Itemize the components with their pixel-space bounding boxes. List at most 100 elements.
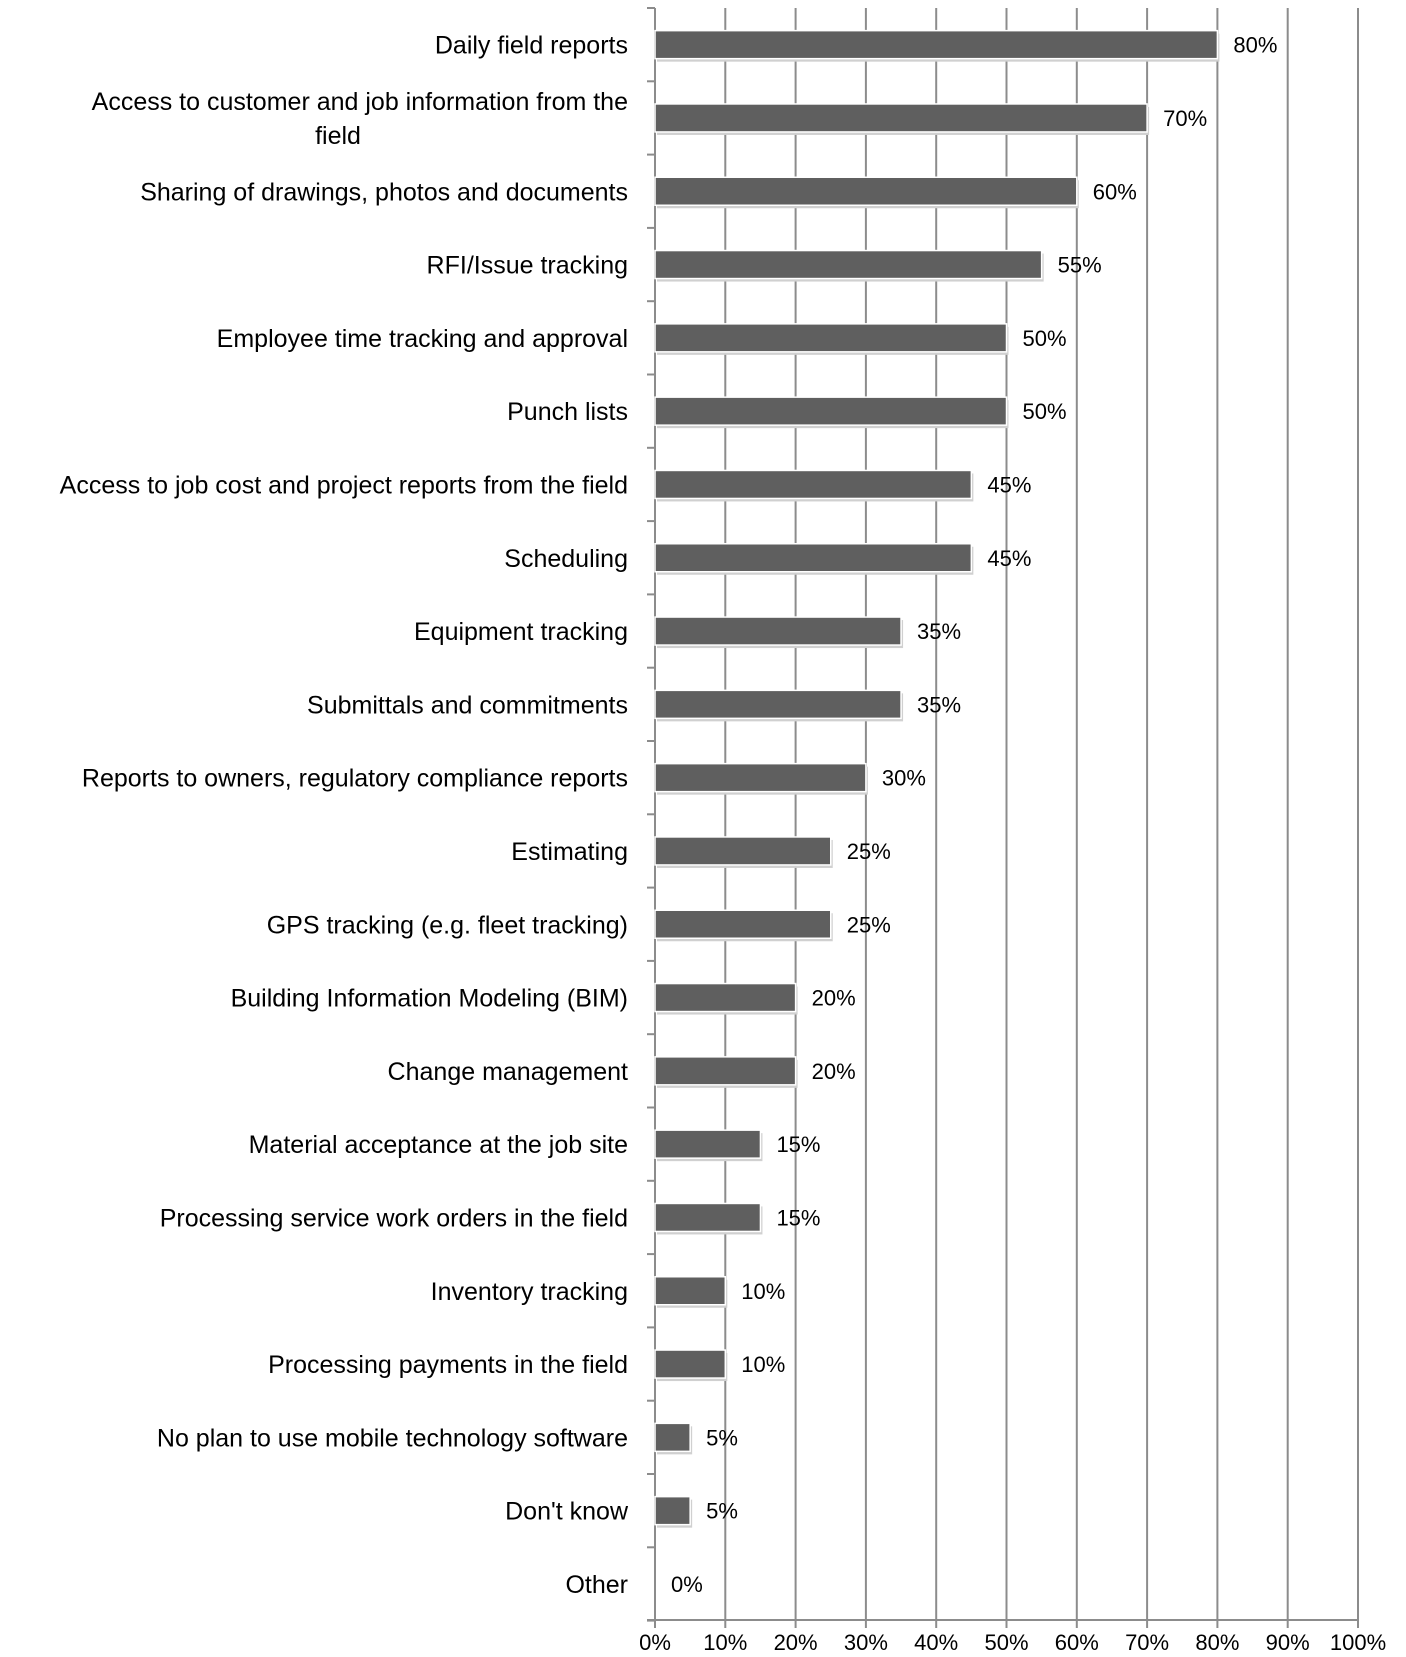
data-label: 50%: [1023, 399, 1067, 424]
category-label-line: Reports to owners, regulatory compliance…: [82, 765, 628, 793]
x-tick-label: 20%: [774, 1630, 818, 1655]
category-label-line: Estimating: [511, 838, 628, 866]
category-label-line: Submittals and commitments: [307, 691, 628, 719]
category-label-line: Punch lists: [507, 398, 628, 426]
bar: [654, 469, 973, 500]
category-label: Change management: [388, 1058, 628, 1086]
x-tick-label: 40%: [914, 1630, 958, 1655]
category-label: Reports to owners, regulatory compliance…: [82, 765, 628, 793]
data-label: 10%: [741, 1279, 785, 1304]
category-label: Employee time tracking and approval: [217, 325, 628, 353]
data-label: 5%: [706, 1425, 738, 1450]
category-label-line: No plan to use mobile technology softwar…: [157, 1424, 628, 1452]
category-label-line: Inventory tracking: [431, 1278, 628, 1306]
bar: [654, 1495, 691, 1526]
category-label-line: Processing payments in the field: [268, 1351, 628, 1379]
data-label: 60%: [1093, 179, 1137, 204]
bar: [654, 543, 973, 573]
data-label: 25%: [847, 912, 891, 937]
category-label-line: Access to job cost and project reports f…: [60, 471, 628, 499]
labels: 0% 10% 20% 30% 40% 50% 60% 70% 80% 90% 100% 80% Dail…: [60, 32, 1386, 1655]
data-label: 15%: [776, 1205, 820, 1230]
bar: [654, 249, 1043, 280]
bar: [654, 29, 1219, 60]
category-label-line: Change management: [388, 1058, 628, 1086]
x-tick-label: 100%: [1330, 1630, 1386, 1655]
data-label: 30%: [882, 766, 926, 791]
category-label-line: Material acceptance at the job site: [249, 1131, 628, 1159]
category-label-line: Daily field reports: [435, 32, 628, 60]
data-label: 35%: [917, 692, 961, 717]
bar: [654, 1202, 762, 1233]
data-label: 80%: [1233, 33, 1277, 58]
category-label-line: Other: [565, 1571, 628, 1599]
data-label: 70%: [1163, 106, 1207, 131]
data-label: 20%: [812, 986, 856, 1011]
category-label-line: RFI/Issue tracking: [427, 252, 628, 280]
category-label: No plan to use mobile technology softwar…: [157, 1424, 628, 1452]
data-label: 0%: [671, 1572, 703, 1597]
data-label: 15%: [776, 1132, 820, 1157]
category-label-line: Building Information Modeling (BIM): [231, 985, 628, 1013]
x-tick-label: 10%: [703, 1630, 747, 1655]
bar: [654, 982, 797, 1013]
category-label: Scheduling: [504, 545, 628, 573]
category-label: Other: [565, 1571, 628, 1599]
category-label: Processing service work orders in the fi…: [160, 1204, 628, 1232]
category-label-line: Processing service work orders in the fi…: [160, 1204, 628, 1232]
category-label: Estimating: [511, 838, 628, 866]
category-label: Inventory tracking: [431, 1278, 628, 1306]
category-label: RFI/Issue tracking: [427, 252, 628, 280]
category-label-line: Access to customer and job information f…: [92, 88, 628, 116]
category-label: Sharing of drawings, photos and document…: [140, 178, 628, 206]
category-label-line: field: [315, 122, 361, 150]
bar: [654, 1422, 691, 1453]
data-label: 45%: [987, 472, 1031, 497]
bar: [654, 323, 1008, 353]
bar: [654, 909, 832, 939]
x-tick-label: 90%: [1266, 1630, 1310, 1655]
category-label: GPS tracking (e.g. fleet tracking): [267, 911, 628, 939]
category-label-line: Sharing of drawings, photos and document…: [140, 178, 628, 206]
bar: [654, 836, 832, 866]
category-label-line: GPS tracking (e.g. fleet tracking): [267, 911, 628, 939]
x-tick-label: 0%: [639, 1630, 671, 1655]
bar: [654, 1276, 727, 1306]
bar: [654, 1129, 762, 1159]
data-label: 45%: [987, 546, 1031, 571]
x-tick-label: 60%: [1055, 1630, 1099, 1655]
data-label: 20%: [812, 1059, 856, 1084]
bar: [654, 1349, 727, 1379]
category-label-line: Scheduling: [504, 545, 628, 573]
data-label: 55%: [1058, 253, 1102, 278]
category-label: Material acceptance at the job site: [249, 1131, 628, 1159]
data-label: 35%: [917, 619, 961, 644]
data-label: 10%: [741, 1352, 785, 1377]
x-tick-label: 50%: [984, 1630, 1028, 1655]
category-label: Building Information Modeling (BIM): [231, 985, 628, 1013]
data-label: 5%: [706, 1499, 738, 1524]
category-label: Access to customer and job information f…: [92, 88, 628, 150]
category-label: Access to job cost and project reports f…: [60, 471, 628, 499]
x-tick-label: 70%: [1125, 1630, 1169, 1655]
bar: [654, 689, 902, 720]
bar: [654, 103, 1148, 133]
x-tick-label: 30%: [844, 1630, 888, 1655]
category-label-line: Don't know: [505, 1498, 629, 1526]
category-label: Punch lists: [507, 398, 628, 426]
category-label: Submittals and commitments: [307, 691, 628, 719]
bar: [654, 1056, 797, 1086]
bar: [654, 762, 867, 793]
bar: [654, 396, 1008, 426]
category-label-line: Equipment tracking: [414, 618, 628, 646]
category-label: Equipment tracking: [414, 618, 628, 646]
bar: [654, 176, 1078, 206]
data-label: 25%: [847, 839, 891, 864]
bars: [654, 29, 1220, 1528]
x-tick-label: 80%: [1195, 1630, 1239, 1655]
category-label: Processing payments in the field: [268, 1351, 628, 1379]
category-label: Don't know: [505, 1498, 629, 1526]
data-label: 50%: [1023, 326, 1067, 351]
